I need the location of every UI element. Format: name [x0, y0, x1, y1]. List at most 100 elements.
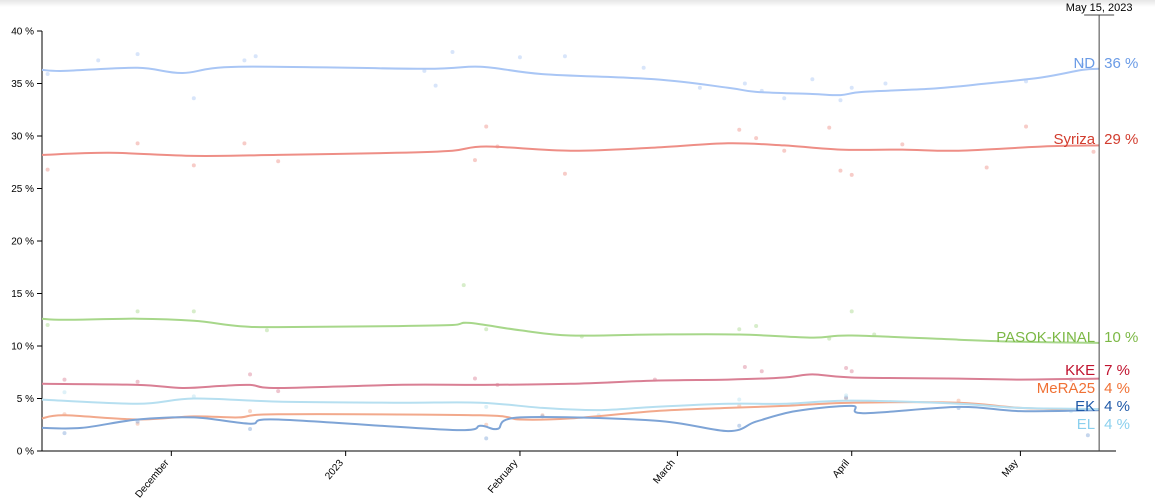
poll-dot [844, 393, 849, 398]
y-tick-label: 0 % [17, 447, 34, 458]
poll-dot [1080, 62, 1085, 67]
date-cursor[interactable]: May 15, 2023 [1066, 2, 1133, 451]
poll-dot [62, 431, 67, 436]
poll-dot [472, 376, 477, 381]
x-tick-label: March [651, 458, 677, 486]
poll-dot [956, 398, 961, 403]
end-value-kke: 7 % [1104, 362, 1130, 379]
end-labels: ND 36 % Syriza 29 % PASOK-KINAL 10 % KKE 7 % MeR… [996, 55, 1138, 433]
poll-dot [900, 142, 905, 147]
poll-dot [484, 124, 489, 129]
poll-dot [191, 163, 196, 168]
trend-lines [41, 65, 1100, 433]
trend-line-ek [41, 404, 1100, 433]
poll-dot [562, 54, 567, 59]
poll-dot [62, 377, 67, 382]
poll-dot [45, 167, 50, 172]
end-value-el: 4 % [1104, 416, 1130, 433]
poll-dot [242, 141, 247, 146]
poll-dot [883, 81, 888, 86]
trend-line-syriza [41, 142, 1100, 157]
poll-dot [754, 136, 759, 141]
poll-dot [737, 127, 742, 132]
poll-dot [422, 68, 427, 73]
x-tick-label: February [486, 458, 520, 496]
end-label-mera25: MeRA25 [1037, 380, 1095, 397]
end-value-mera25: 4 % [1104, 380, 1130, 397]
poll-dot [838, 98, 843, 103]
poll-dots [45, 50, 1096, 441]
poll-dot [472, 158, 477, 163]
poll-dot [242, 58, 247, 63]
x-tick-label: April [831, 458, 852, 480]
poll-dot [759, 369, 764, 374]
trend-line-el [41, 397, 1100, 412]
poll-dot [191, 394, 196, 399]
end-value-syriza: 29 % [1104, 131, 1138, 148]
poll-dot [737, 397, 742, 402]
poll-dot [45, 72, 50, 77]
poll-dot [849, 309, 854, 314]
poll-dot [810, 77, 815, 82]
top-shadow-bar [0, 0, 1155, 7]
poll-dot [844, 366, 849, 371]
poll-dot [849, 172, 854, 177]
poll-dot [45, 323, 50, 327]
x-tick-label: 2023 [323, 458, 346, 482]
poll-dot [849, 369, 854, 374]
poll-dot [253, 54, 258, 59]
end-label-pasok-kinal: PASOK-KINAL [996, 329, 1095, 346]
poll-dot [96, 58, 101, 63]
poll-dot [484, 436, 489, 441]
poll-dot [484, 404, 489, 409]
end-label-syriza: Syriza [1053, 131, 1095, 148]
trend-line-pasok-kinal [41, 317, 1100, 344]
poll-dot [782, 148, 787, 153]
poll-dot [135, 421, 140, 426]
y-tick-label: 20 % [11, 237, 34, 248]
poll-dot [844, 395, 849, 400]
end-value-ek: 4 % [1104, 398, 1130, 415]
poll-dot [697, 85, 702, 90]
poll-dot [135, 309, 140, 314]
end-label-nd: ND [1073, 55, 1095, 72]
poll-dot [1091, 149, 1096, 154]
poll-dot [754, 324, 759, 329]
y-tick-label: 15 % [11, 289, 34, 300]
poll-dot [737, 423, 742, 428]
poll-dot [276, 159, 281, 164]
poll-dot [782, 96, 787, 101]
y-tick-label: 5 % [17, 394, 34, 405]
poll-dot [849, 85, 854, 90]
poll-dot [562, 171, 567, 176]
end-label-el: EL [1077, 416, 1095, 433]
poll-dot [737, 327, 742, 332]
poll-dot [135, 141, 140, 146]
poll-dot [248, 409, 253, 414]
y-tick-label: 30 % [11, 132, 34, 143]
poll-dot [742, 365, 747, 369]
cursor-date-label: May 15, 2023 [1066, 2, 1133, 14]
end-label-ek: EK [1075, 398, 1095, 415]
end-value-nd: 36 % [1104, 55, 1138, 72]
poll-dot [984, 165, 989, 170]
trend-line-nd [41, 65, 1100, 97]
poll-dot [135, 52, 140, 57]
poll-dot [641, 65, 646, 70]
poll-dot [191, 309, 196, 314]
end-value-pasok-kinal: 10 % [1104, 329, 1138, 346]
poll-dot [433, 83, 438, 88]
y-axis: 0 % 5 % 10 % 15 % 20 % 25 % 30 % 35 % 40 % [11, 27, 43, 458]
x-tick-label: May [1000, 458, 1021, 480]
poll-dot [276, 389, 281, 394]
poll-dot [450, 50, 455, 54]
poll-dot [135, 379, 140, 384]
poll-dot [191, 96, 196, 101]
poll-dot [517, 55, 522, 60]
poll-dot [461, 283, 466, 288]
y-tick-label: 10 % [11, 342, 34, 353]
y-tick-label: 40 % [11, 27, 34, 38]
poll-dot [264, 328, 269, 333]
x-axis: December 2023 February March April May [42, 450, 1116, 500]
